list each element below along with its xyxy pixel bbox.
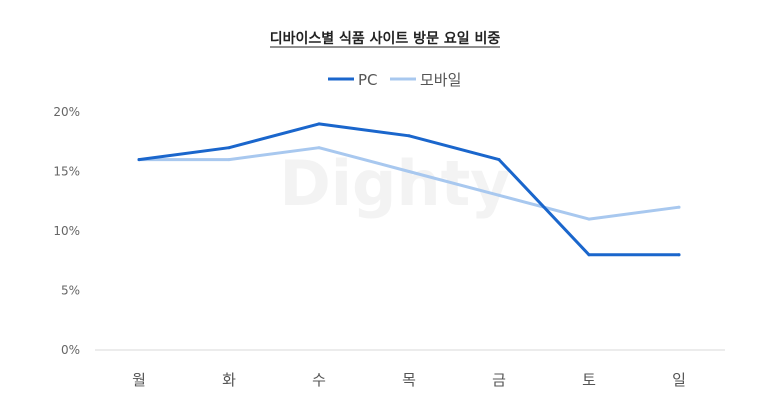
data-point xyxy=(137,158,141,162)
data-point xyxy=(677,205,681,209)
y-tick-label: 20% xyxy=(53,105,80,119)
data-point xyxy=(677,253,681,257)
data-point xyxy=(407,134,411,138)
data-point xyxy=(317,146,321,150)
x-tick-label: 일 xyxy=(672,371,686,389)
data-point xyxy=(587,253,591,257)
chart-title: 디바이스별 식품 사이트 방문 요일 비중 xyxy=(270,30,501,47)
legend-label: 모바일 xyxy=(420,71,461,89)
y-tick-label: 15% xyxy=(53,165,80,179)
legend: PC 모바일 xyxy=(328,71,461,89)
y-tick-label: 5% xyxy=(61,284,80,298)
legend-label: PC xyxy=(358,71,378,89)
x-tick-label: 수 xyxy=(312,371,326,389)
watermark: Dighty xyxy=(279,147,510,220)
data-point xyxy=(317,122,321,126)
data-point xyxy=(227,158,231,162)
series xyxy=(137,122,681,257)
data-point xyxy=(497,193,501,197)
data-point xyxy=(497,158,501,162)
y-tick-label: 0% xyxy=(61,343,80,357)
x-tick-label: 목 xyxy=(402,371,416,389)
x-tick-label: 월 xyxy=(132,371,146,389)
y-axis: 0% 5% 10% 15% 20% xyxy=(53,105,80,357)
x-tick-label: 토 xyxy=(582,371,596,389)
data-point xyxy=(227,146,231,150)
data-point xyxy=(587,217,591,221)
x-tick-label: 화 xyxy=(222,371,236,389)
y-tick-label: 10% xyxy=(53,224,80,238)
data-point xyxy=(407,170,411,173)
x-tick-label: 금 xyxy=(492,371,506,389)
